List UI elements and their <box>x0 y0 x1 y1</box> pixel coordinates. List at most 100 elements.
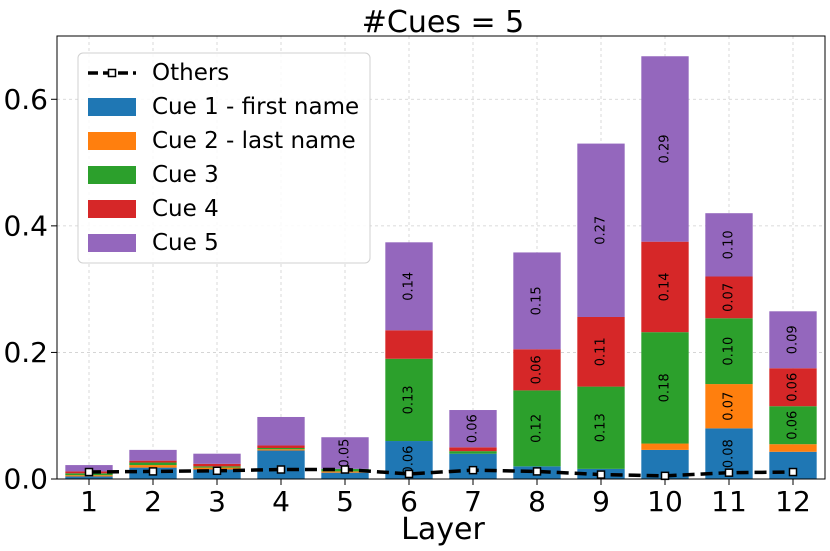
bar-segment <box>257 416 305 446</box>
bar-segment <box>193 453 241 464</box>
bar-segment <box>769 444 817 452</box>
bar-segment <box>705 213 753 277</box>
bar-segment <box>129 460 177 463</box>
bar-segment <box>705 276 753 319</box>
bar-segment <box>449 451 497 454</box>
y-tick-label: 0.4 <box>3 209 48 242</box>
bar-segment <box>705 384 753 429</box>
bar-segment <box>641 443 689 450</box>
others-point <box>532 467 542 476</box>
others-line <box>84 465 798 481</box>
bar-value-label: 0.13 <box>594 413 609 442</box>
bar-value-label: 0.14 <box>658 272 673 301</box>
bar-segment <box>385 358 433 442</box>
legend-swatch <box>88 200 136 218</box>
bar-value-label: 0.06 <box>530 355 545 384</box>
x-tick-label: 2 <box>144 485 162 518</box>
others-series-line <box>88 467 794 478</box>
bars <box>65 56 817 479</box>
others-point <box>340 465 350 474</box>
bar-value-label: 0.11 <box>594 337 609 366</box>
y-tick-label: 0.0 <box>3 463 48 496</box>
legend-label: Cue 4 <box>152 196 219 222</box>
legend-label: Cue 3 <box>152 162 219 188</box>
x-tick-label: 6 <box>400 485 418 518</box>
x-tick-label: 1 <box>80 485 98 518</box>
legend-label: Others <box>152 60 229 86</box>
bar-segment <box>257 450 305 479</box>
bar-labels: 0.06 0.08 0.07 0.13 0.12 0.13 0.18 0.10 0.06 0.06… <box>338 134 801 474</box>
bar-value-label: 0.06 <box>786 373 801 402</box>
bar-segment <box>577 316 625 387</box>
bar-segment <box>513 390 561 467</box>
bar-value-label: 0.06 <box>402 446 417 475</box>
bar-value-label: 0.07 <box>722 392 737 421</box>
bar-segment <box>641 56 689 242</box>
others-point <box>404 469 414 479</box>
chart-title: #Cues = 5 <box>362 5 524 40</box>
bar-segment <box>385 242 433 331</box>
bar-segment <box>385 330 433 359</box>
bar-value-label: 0.05 <box>338 439 353 468</box>
bar-value-label: 0.07 <box>722 283 737 312</box>
bar-value-label: 0.18 <box>658 373 673 402</box>
bar-segment <box>257 447 305 450</box>
bar-value-label: 0.15 <box>530 286 545 315</box>
plot-frame <box>56 35 826 480</box>
x-tick-label: 9 <box>592 485 610 518</box>
bar-segment <box>449 410 497 448</box>
y-tick-label: 0.2 <box>3 336 48 369</box>
x-tick-label: 8 <box>528 485 546 518</box>
bar-segment <box>577 143 625 317</box>
legend: Others Cue 1 - first name Cue 2 - last nam… <box>77 52 371 264</box>
bar-segment <box>449 447 497 452</box>
legend-label: Cue 1 - first name <box>152 94 359 120</box>
bar-value-label: 0.10 <box>722 230 737 259</box>
legend-marker-others <box>107 68 117 78</box>
bar-segment <box>641 332 689 444</box>
legend-swatch <box>88 234 136 252</box>
bar-segment <box>65 476 113 479</box>
y-axis: 0.0 0.2 0.4 0.6 <box>3 83 57 496</box>
legend-box <box>77 52 371 264</box>
bar-segment <box>193 463 241 467</box>
legend-swatch <box>88 98 136 116</box>
bar-segment <box>257 445 305 448</box>
bar-segment <box>513 349 561 391</box>
legend-swatch <box>88 166 136 184</box>
others-point <box>724 468 734 477</box>
others-point <box>788 467 798 477</box>
others-point <box>84 467 94 477</box>
bar-segment <box>321 472 369 479</box>
bar-segment <box>705 318 753 385</box>
y-tick-label: 0.6 <box>3 83 48 116</box>
x-tick-label: 10 <box>647 485 683 518</box>
bar-segment <box>769 368 817 407</box>
others-point <box>276 465 286 474</box>
bar-value-label: 0.09 <box>786 325 801 354</box>
bar-value-label: 0.27 <box>594 216 609 245</box>
others-point <box>596 470 606 479</box>
bar-value-label: 0.14 <box>402 272 417 301</box>
bar-value-label: 0.06 <box>786 411 801 440</box>
bar-value-label: 0.29 <box>658 134 673 163</box>
bar-value-label: 0.10 <box>722 337 737 366</box>
x-axis: 1 2 3 4 5 6 7 8 9 10 11 12 <box>80 479 811 518</box>
bar-segment <box>257 449 305 451</box>
bar-segment <box>129 449 177 461</box>
bar-segment <box>129 462 177 466</box>
x-tick-label: 12 <box>775 485 811 518</box>
bar-segment <box>577 386 625 469</box>
bar-segment <box>641 241 689 333</box>
others-point <box>212 466 222 476</box>
bar-segment <box>321 437 369 469</box>
others-point <box>148 467 158 476</box>
others-point <box>660 471 670 481</box>
x-tick-label: 4 <box>272 485 290 518</box>
x-tick-label: 5 <box>336 485 354 518</box>
bar-value-label: 0.13 <box>402 385 417 414</box>
bar-segment <box>129 465 177 468</box>
bar-value-label: 0.12 <box>530 414 545 443</box>
bar-segment <box>513 252 561 350</box>
